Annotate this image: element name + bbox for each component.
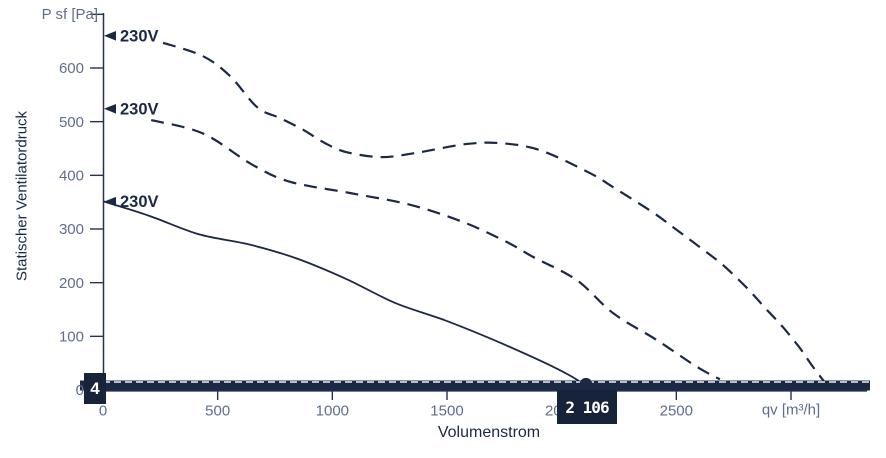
y-axis-unit-label: P sf [Pa] (41, 6, 98, 23)
x-axis-title: Volumenstrom (437, 424, 541, 441)
x-tick-label: 2500 (660, 403, 693, 420)
curve-230v-low-label: 230V (120, 193, 159, 211)
x-axis-unit-label: qv [m³/h] (761, 401, 821, 419)
x-tick-label: 500 (205, 403, 230, 420)
operating-pressure-badge: 4 (84, 373, 106, 404)
curve-230v-low-line (102, 200, 587, 387)
curve-230v-mid-line (150, 119, 721, 381)
curve-230v-mid-label: 230V (120, 100, 159, 118)
arrow-left-icon (104, 103, 116, 114)
y-axis-title: Statischer Ventilatordruck (13, 110, 31, 282)
y-tick-label: 100 (59, 329, 84, 346)
x-tick-label: 1500 (430, 403, 463, 420)
y-tick-label: 0 (76, 382, 84, 399)
curve-230v-high-line (162, 41, 826, 384)
y-tick-label: 600 (59, 60, 84, 77)
curve-230v-high-label: 230V (120, 27, 159, 45)
y-tick-label: 400 (59, 168, 84, 185)
x-tick-label: 1000 (316, 403, 349, 420)
arrow-left-icon (104, 30, 116, 41)
x-tick-label: 0 (99, 403, 107, 420)
arrow-left-icon (104, 196, 116, 207)
operating-point-marker (579, 377, 593, 391)
y-tick-label: 300 (59, 221, 84, 238)
operating-flow-badge: 2 106 (557, 390, 617, 424)
y-tick-label: 200 (59, 275, 84, 292)
y-tick-label: 500 (59, 114, 84, 131)
